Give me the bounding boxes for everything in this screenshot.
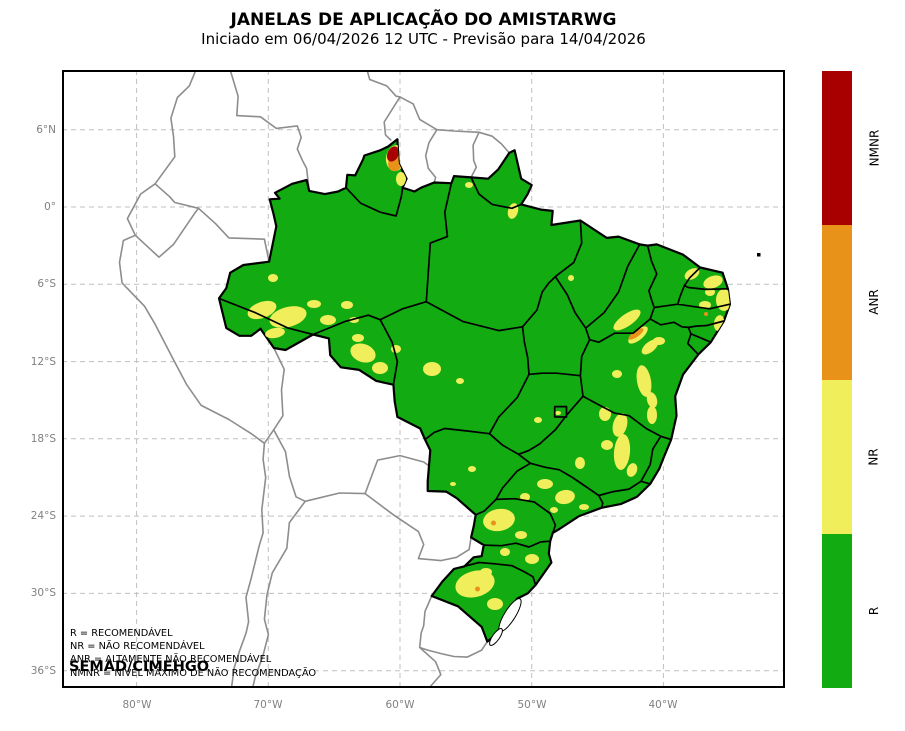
colorbar-label-r: R [867,606,881,615]
xtick-80w: 80°W [122,699,152,711]
ytick-24s: 24°S [30,510,56,522]
lagoons [489,598,522,646]
xtick-70w: 70°W [253,699,283,711]
island-dot [757,253,761,257]
colorbar [822,71,852,688]
ytick-0: 0° [44,201,56,213]
colorbar-seg-r [822,533,852,688]
legend-line-nr: NR = NÃO RECOMENDÁVEL [70,641,205,653]
map-plot [62,70,785,688]
xtick-60w: 60°W [385,699,415,711]
legend-line-anr: ANR = ALTAMENTE NÃO RECOMENDÁVEL [70,654,272,666]
figure-title: JANELAS DE APLICAÇÃO DO AMISTARWG [230,10,617,30]
colorbar-seg-anr [822,225,852,380]
figure-subtitle: Iniciado em 06/04/2026 12 UTC - Previsão… [201,30,646,48]
plot-frame [62,70,785,688]
state-borders [218,176,731,586]
country-borders [118,70,511,688]
legend-line-nmnr: NMNR = NÍVEL MÁXIMO DE NÃO RECOMENDAÇÃO [70,667,317,679]
ytick-6n: 6°N [36,124,56,136]
title-block: JANELAS DE APLICAÇÃO DO AMISTARWG Inicia… [62,10,785,49]
nmnr-red-spot [386,146,400,162]
colorbar-seg-nmnr [822,71,852,226]
ytick-30s: 30°S [30,587,56,599]
xtick-50w: 50°W [517,699,547,711]
ytick-12s: 12°S [30,356,56,368]
brazil-outline [217,138,731,643]
colorbar-label-nmnr: NMNR [867,129,881,167]
colorbar-label-nr: NR [866,447,881,466]
colorbar-seg-nr [822,379,852,534]
ytick-18s: 18°S [30,433,56,445]
legend-block: R = RECOMENDÁVEL NR = NÃO RECOMENDÁVEL A… [70,627,316,680]
colorbar-label-anr: ANR [867,289,881,316]
xtick-40w: 40°W [648,699,678,711]
ytick-36s: 36°S [30,665,56,677]
legend-line-r: R = RECOMENDÁVEL [70,628,173,639]
ytick-6s: 6°S [37,278,56,290]
nr-yellow-patches [247,145,730,610]
watermark-semad-cimehgo: SEMAD/CIMEHGO [69,659,210,675]
